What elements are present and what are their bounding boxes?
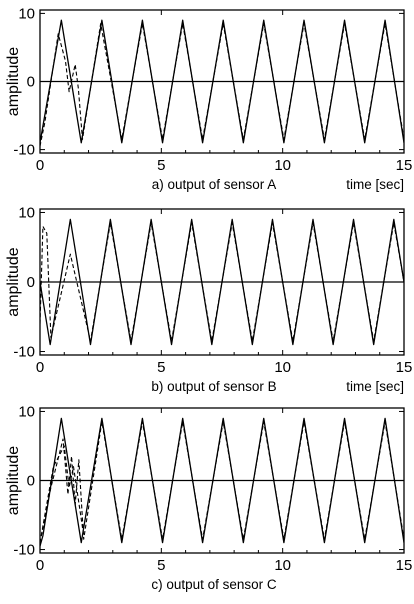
y-tick-label-1-1: 0: [27, 274, 35, 291]
series-line-2-2: [40, 445, 85, 536]
x-tick-label-2-2: 10: [274, 557, 291, 574]
x-tick-label-1-1: 5: [157, 359, 165, 376]
x-tick-label-1-0: 0: [36, 359, 44, 376]
series-line-2-1: [40, 421, 404, 543]
x-axis-label-0: time [sec]: [346, 177, 404, 192]
y-tick-label-2-1: 0: [27, 473, 35, 490]
x-tick-label-2-3: 15: [396, 557, 413, 574]
y-tick-label-2-2: 10: [18, 403, 35, 420]
series-line-1-1: [40, 222, 404, 342]
y-tick-label-1-2: 10: [18, 204, 35, 221]
panel-caption-2: c) output of sensor C: [151, 577, 277, 592]
series-line-0-0: [40, 19, 404, 144]
y-axis-label-2: amplitude: [5, 446, 22, 515]
y-tick-label-0-0: -10: [13, 142, 35, 159]
y-tick-label-2-0: -10: [13, 542, 35, 559]
x-tick-label-0-0: 0: [36, 157, 44, 174]
panel-caption-1: b) output of sensor B: [151, 379, 276, 394]
x-tick-label-0-2: 10: [274, 157, 291, 174]
y-tick-label-1-0: -10: [13, 344, 35, 361]
x-tick-label-0-3: 15: [396, 157, 413, 174]
y-tick-label-0-2: 10: [18, 5, 35, 22]
x-tick-label-2-0: 0: [36, 557, 44, 574]
x-tick-label-1-2: 10: [274, 359, 291, 376]
series-line-2-0: [40, 417, 404, 547]
x-tick-label-0-1: 5: [157, 157, 165, 174]
series-line-0-1: [40, 23, 404, 147]
y-tick-label-0-1: 0: [27, 74, 35, 91]
x-tick-label-2-1: 5: [157, 557, 165, 574]
panel-caption-0: a) output of sensor A: [152, 177, 277, 192]
y-axis-label-1: amplitude: [5, 247, 22, 316]
y-axis-label-0: amplitude: [5, 47, 22, 116]
x-tick-label-1-3: 15: [396, 359, 413, 376]
x-axis-label-1: time [sec]: [346, 379, 404, 394]
